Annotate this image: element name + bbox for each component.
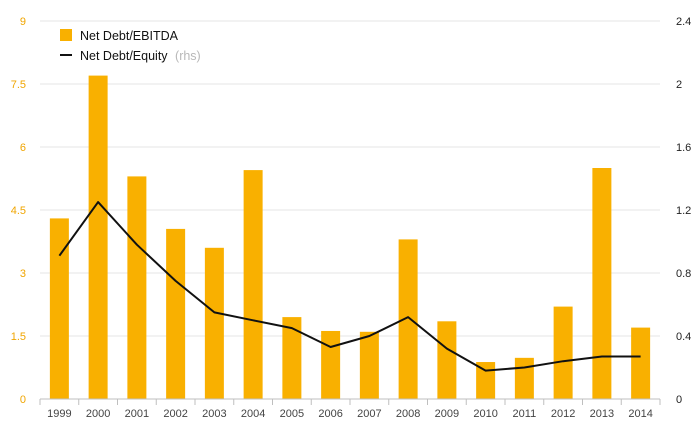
legend-swatch-bar — [60, 29, 72, 41]
y-left-tick-label: 0 — [20, 394, 26, 406]
bar-net-debt-ebitda — [437, 321, 457, 399]
x-tick-label: 2007 — [357, 408, 381, 420]
x-tick-label: 2002 — [163, 408, 187, 420]
y-left-tick-label: 9 — [20, 16, 26, 28]
x-tick-label: 2009 — [435, 408, 459, 420]
line-series — [58, 201, 641, 372]
legend-label-line: Net Debt/Equity (rhs) — [80, 49, 201, 63]
x-tick-label: 2000 — [86, 408, 110, 420]
x-tick-label: 1999 — [47, 408, 71, 420]
bar-net-debt-ebitda — [514, 357, 534, 399]
y-right-tick-label: 1.2 — [676, 205, 691, 217]
y-left-tick-label: 3 — [20, 268, 26, 280]
bar-net-debt-ebitda — [127, 176, 147, 399]
x-tick-label: 2004 — [241, 408, 265, 420]
y-left-tick-label: 7.5 — [11, 79, 26, 91]
bar-net-debt-ebitda — [166, 228, 186, 399]
legend-label-line-name: Net Debt/Equity — [80, 49, 168, 63]
legend-label-line-suffix: (rhs) — [175, 49, 201, 63]
y-left-tick-label: 6 — [20, 142, 26, 154]
y-left-tick-label: 1.5 — [11, 331, 26, 343]
bar-net-debt-ebitda — [631, 327, 651, 399]
bar-net-debt-ebitda — [476, 362, 496, 399]
y-left-tick-label: 4.5 — [11, 205, 26, 217]
line-net-debt-equity — [58, 201, 641, 372]
x-tick-label: 2010 — [473, 408, 497, 420]
x-tick-label: 2012 — [551, 408, 575, 420]
bar-net-debt-ebitda — [592, 168, 612, 399]
x-tick-label: 2013 — [590, 408, 614, 420]
bar-net-debt-ebitda — [359, 331, 379, 399]
bar-net-debt-ebitda — [553, 306, 573, 399]
bar-net-debt-ebitda — [243, 170, 263, 399]
axes: 0 1.5 3 4.5 6 7.5 9 0 0.4 0.8 1.2 1.6 2 2.4 1999 2000 20… — [11, 16, 692, 420]
bar-net-debt-ebitda — [204, 247, 224, 399]
x-tick-label: 2014 — [628, 408, 652, 420]
y-right-tick-label: 1.6 — [676, 142, 691, 154]
y-right-tick-label: 0 — [676, 394, 682, 406]
y-right-tick-label: 0.4 — [676, 331, 691, 343]
x-tick-label: 2003 — [202, 408, 226, 420]
bar-net-debt-ebitda — [321, 330, 341, 399]
x-tick-label: 2008 — [396, 408, 420, 420]
y-right-tick-label: 2 — [676, 79, 682, 91]
legend-label-bar: Net Debt/EBITDA — [80, 29, 179, 43]
bar-net-debt-ebitda — [88, 75, 108, 399]
x-tick-label: 2011 — [513, 408, 537, 420]
y-right-tick-label: 2.4 — [676, 16, 691, 28]
legend: Net Debt/EBITDA Net Debt/Equity (rhs) — [60, 29, 201, 63]
bar-net-debt-ebitda — [49, 218, 69, 399]
x-tick-label: 2006 — [318, 408, 342, 420]
bar-series — [49, 75, 651, 399]
x-tick-label: 2001 — [125, 408, 149, 420]
x-tick-label: 2005 — [280, 408, 304, 420]
y-right-tick-label: 0.8 — [676, 268, 691, 280]
bar-net-debt-ebitda — [282, 317, 302, 399]
bar-net-debt-ebitda — [398, 239, 418, 399]
